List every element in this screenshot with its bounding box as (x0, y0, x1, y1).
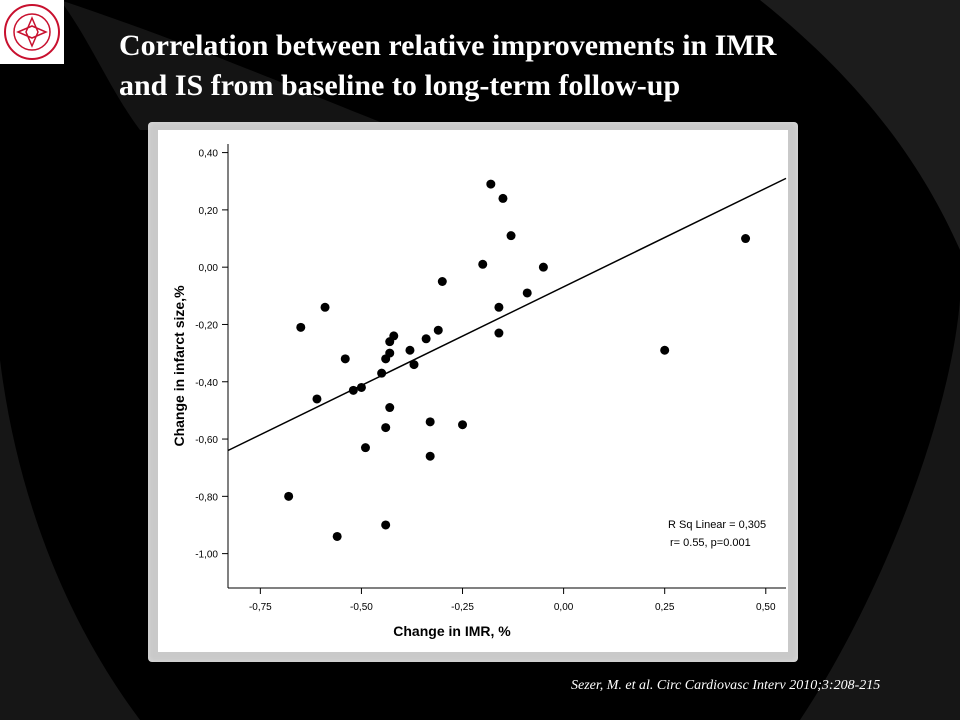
citation: Sezer, M. et al. Circ Cardiovasc Interv … (571, 678, 881, 693)
regression-line (227, 177, 787, 452)
data-point (296, 322, 306, 332)
slide-title-line-1: Correlation between relative improvement… (119, 29, 777, 62)
y-tick-label: -0,60 (195, 435, 218, 446)
data-point (320, 302, 330, 312)
data-point (284, 491, 294, 501)
data-point (741, 234, 751, 244)
data-point (425, 451, 435, 461)
data-point (332, 531, 342, 541)
data-point (478, 259, 488, 269)
data-point (381, 354, 391, 364)
data-point (437, 276, 447, 286)
r-squared-annotation: R Sq Linear = 0,305 (668, 519, 766, 531)
x-tick-label: -0,50 (350, 602, 373, 613)
data-point (312, 394, 322, 404)
x-tick-label: 0,50 (756, 602, 776, 613)
data-point (409, 360, 419, 370)
data-point (660, 345, 670, 355)
data-point (360, 443, 370, 453)
data-point (486, 179, 496, 189)
data-point (494, 328, 504, 338)
slide-title: Correlation between relative improvement… (119, 26, 919, 106)
data-point (356, 382, 366, 392)
x-tick-label: -0,75 (249, 602, 272, 613)
chart-panel: 0,40 0,20 0,00 -0,20 -0,40 -0,60 -0,80 -1,00 -0,… (158, 130, 788, 652)
data-point (385, 337, 395, 347)
university-logo (0, 0, 64, 64)
data-point (381, 520, 391, 530)
correlation-annotation: r= 0.55, p=0.001 (670, 537, 751, 549)
y-tick-label: 0,20 (199, 206, 219, 217)
data-point (458, 420, 468, 430)
y-tick-label: -1,00 (195, 550, 218, 561)
x-axis-title: Change in IMR, % (393, 623, 511, 639)
data-point (433, 325, 443, 335)
data-point (340, 354, 350, 364)
y-tick-label: -0,80 (195, 492, 218, 503)
x-tick-label: 0,25 (655, 602, 675, 613)
data-point (498, 193, 508, 203)
data-point (405, 345, 415, 355)
y-axis-title: Change in infarct size,% (171, 285, 187, 447)
data-point (421, 334, 431, 344)
data-point (538, 262, 548, 272)
data-point (377, 368, 387, 378)
scatter-chart: 0,40 0,20 0,00 -0,20 -0,40 -0,60 -0,80 -1,00 -0,… (171, 144, 787, 639)
x-tick-label: 0,00 (554, 602, 574, 613)
y-tick-label: -0,20 (195, 320, 218, 331)
data-point (381, 423, 391, 433)
y-tick-label: 0,00 (199, 263, 219, 274)
chart-frame: 0,40 0,20 0,00 -0,20 -0,40 -0,60 -0,80 -1,00 -0,… (148, 122, 798, 662)
data-point (425, 417, 435, 427)
data-point (522, 288, 532, 298)
data-point (348, 385, 358, 395)
y-tick-label: 0,40 (199, 149, 219, 160)
x-tick-label: -0,25 (451, 602, 474, 613)
data-point (494, 302, 504, 312)
data-point (506, 231, 516, 241)
y-tick-label: -0,40 (195, 378, 218, 389)
slide-title-line-2: and IS from baseline to long-term follow… (119, 69, 681, 102)
data-point (385, 403, 395, 413)
